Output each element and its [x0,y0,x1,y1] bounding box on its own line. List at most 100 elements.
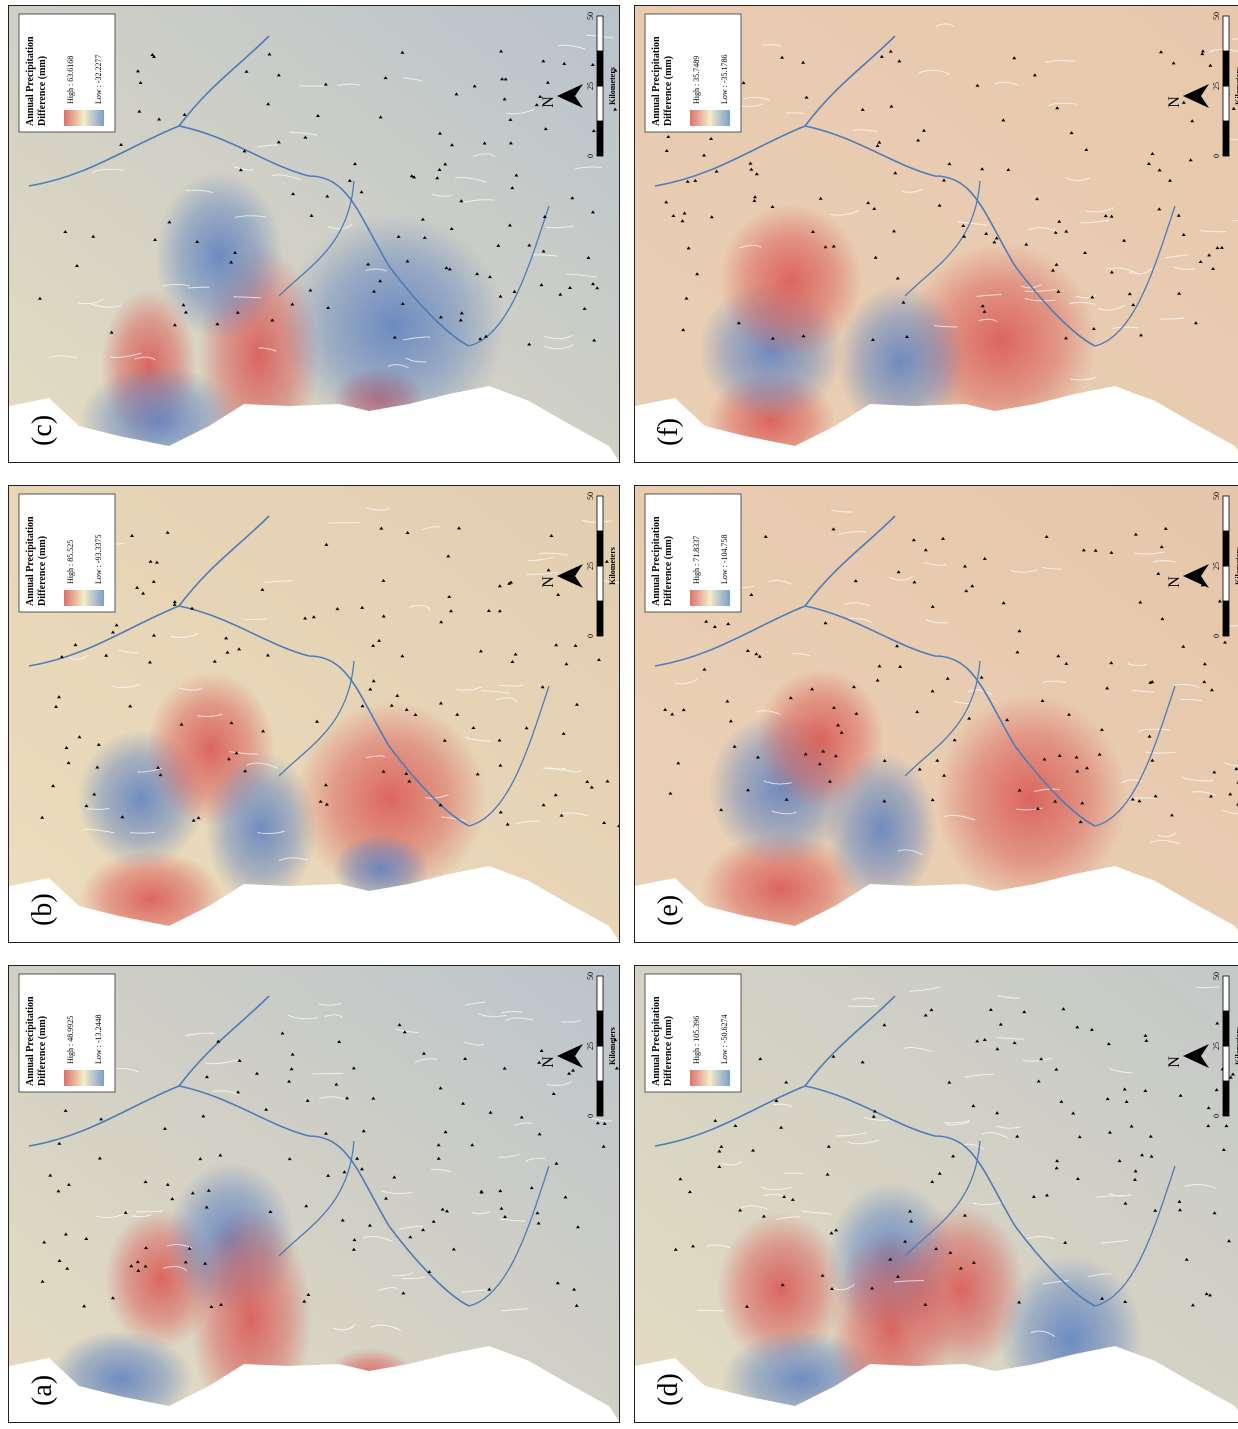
legend-low: Low : -104.758 [720,534,729,584]
legend-title: Difference (mm) [663,56,674,126]
scale-unit: Kilometers [608,67,617,105]
legend-low: Low : -93.3375 [94,534,103,584]
legend-swatch [64,1070,104,1086]
legend-swatch [690,110,730,126]
scale-segment [1223,601,1229,636]
anomaly-zone [155,172,283,340]
stream [136,1211,162,1212]
scale-tick-label: 0 [586,634,595,638]
panel-label: (f) [653,418,684,446]
legend-high: High : 35.7489 [692,56,701,104]
scale-segment [1223,86,1229,121]
scale-tick-label: 25 [1212,562,1221,570]
scale-tick-label: 25 [586,562,595,570]
map-panel: (f) Annual PrecipitationDifference (mm) Hi… [634,5,1238,463]
scale-tick-label: 25 [1212,82,1221,90]
map-panel: (b)Annual PrecipitationDifference (mm)Hi… [8,485,620,943]
legend-title: Annual Precipitation [651,516,662,606]
north-label: N [540,576,557,588]
scale-segment [1223,566,1229,601]
north-label: N [1166,96,1183,108]
legend-high: High : 71.8337 [692,536,701,584]
legend-title: Difference (mm) [37,1016,48,1086]
scale-tick-label: 0 [1212,1114,1221,1118]
scale-segment [597,566,603,601]
anomaly-zone [825,752,937,906]
scale-segment [1223,976,1229,1011]
scale-unit: Kilometers [1234,67,1238,105]
scale-segment [1223,1011,1229,1046]
scale-segment [597,531,603,566]
scale-tick-label: 0 [586,1114,595,1118]
scale-tick-label: 0 [1212,634,1221,638]
map-panel: (c) Annual PrecipitationDifference (mm) Hi… [8,5,620,463]
legend-swatch [690,590,730,606]
scale-tick-label: 50 [1212,492,1221,500]
page: {"panels": [ {"label": "(c)", "legend": … [0,0,1238,1429]
scale-segment [597,1081,603,1116]
legend-title: Difference (mm) [663,1016,674,1086]
legend-title: Difference (mm) [37,56,48,126]
legend-swatch [690,1070,730,1086]
scale-segment [597,601,603,636]
north-label: N [540,1056,557,1068]
legend-high: High : 48.9925 [66,1016,75,1064]
legend-low: Low : -35.1786 [720,54,729,104]
legend-high: High : 105.396 [692,1016,701,1064]
scale-segment [1223,496,1229,531]
scale-tick-label: 25 [586,1042,595,1050]
scale-unit: Kilometers [1234,1027,1238,1065]
legend-title: Annual Precipitation [25,36,36,126]
legend-swatch [64,110,104,126]
scale-tick-label: 50 [586,492,595,500]
scale-segment [597,86,603,121]
legend-title: Difference (mm) [663,536,674,606]
scale-tick-label: 50 [586,12,595,20]
legend-title: Annual Precipitation [25,516,36,606]
stream [329,523,361,524]
scale-unit: Kilometers [608,1027,617,1065]
scale-segment [597,16,603,51]
scale-segment [597,496,603,531]
panel-label: (c) [27,415,58,446]
figure-grid: (c)Annual PrecipitationDifference (mm)Hi… [8,5,1238,1423]
legend-low: Low : -32.2277 [94,54,103,104]
north-label: N [540,96,557,108]
panel-label: (d) [653,1373,684,1406]
legend-title: Annual Precipitation [25,996,36,1086]
legend-title: Annual Precipitation [651,996,662,1086]
legend-high: High : 85.525 [66,540,75,584]
scale-segment [597,976,603,1011]
scale-tick-label: 50 [586,972,595,980]
scale-segment [1223,1081,1229,1116]
legend-high: High : 63.6168 [66,56,75,104]
north-label: N [1166,576,1183,588]
stream [697,1310,724,1311]
scale-segment [1223,51,1229,86]
north-label: N [1166,1056,1183,1068]
legend-title: Annual Precipitation [651,36,662,126]
panel-label: (e) [653,895,684,926]
scale-tick-label: 25 [1212,1042,1221,1050]
scale-unit: Kilometers [1234,547,1238,585]
scale-tick-label: 25 [586,82,595,90]
scale-tick-label: 0 [1212,154,1221,158]
legend-title: Difference (mm) [37,536,48,606]
scale-unit: Kilometers [608,547,617,585]
scale-segment [1223,1046,1229,1081]
panel-label: (a) [27,1375,58,1406]
legend-swatch [64,590,104,606]
legend-low: Low : -50.6274 [720,1014,729,1064]
scale-segment [597,121,603,156]
scale-tick-label: 0 [586,154,595,158]
scale-segment [597,1011,603,1046]
scale-segment [597,51,603,86]
scale-tick-label: 50 [1212,12,1221,20]
scale-segment [1223,531,1229,566]
scale-segment [1223,121,1229,156]
scale-segment [597,1046,603,1081]
legend-low: Low : -13.2448 [94,1014,103,1064]
